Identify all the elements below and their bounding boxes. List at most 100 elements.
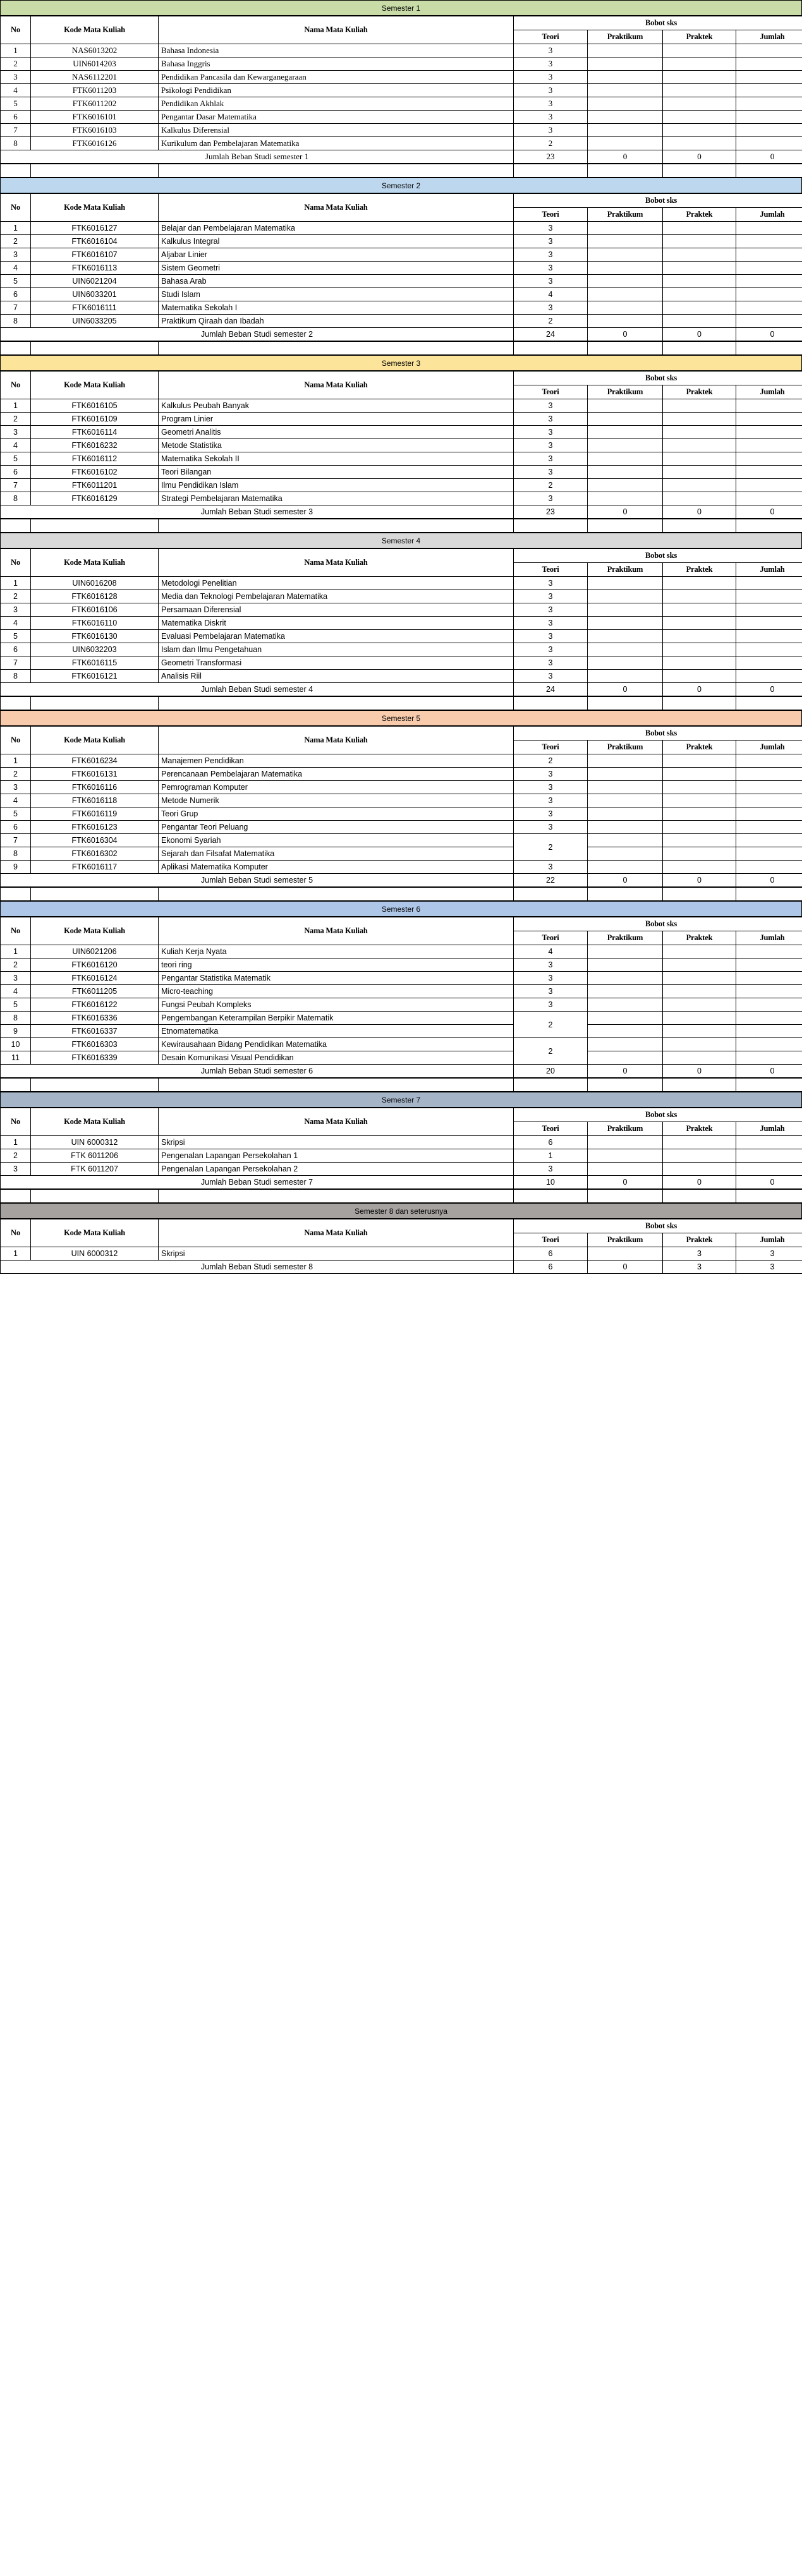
spacer-cell (587, 1078, 663, 1092)
cell-praktikum (587, 97, 663, 111)
cell-teori: 3 (513, 629, 588, 643)
total-jumlah: 0 (735, 1175, 802, 1189)
cell-teori: 3 (513, 57, 588, 71)
table-row: 3 FTK6016124 Pengantar Statistika Matemati… (0, 971, 802, 985)
col-header-kode: Kode Mata Kuliah (30, 1108, 159, 1136)
total-praktikum: 0 (587, 505, 663, 519)
cell-teori: 3 (513, 669, 588, 683)
cell-praktek (662, 833, 736, 847)
table-row: 3 FTK6016106 Persamaan Diferensial 3 (0, 603, 802, 617)
cell-course-code: FTK6016121 (30, 669, 159, 683)
col-header-praktikum: Praktikum (587, 1122, 663, 1136)
table-row: 5 FTK6011202 Pendidikan Akhlak 3 (0, 97, 802, 111)
table-row: 8 FTK6016126 Kurikulum dan Pembelajaran Ma… (0, 136, 802, 150)
cell-no: 1 (0, 754, 31, 768)
cell-praktek (662, 780, 736, 794)
table-row: 2 FTK6016131 Perencanaan Pembelajaran Mate… (0, 767, 802, 781)
table-header-row-top: No Kode Mata Kuliah Nama Mata Kuliah Bobot … (0, 193, 802, 222)
cell-praktek (662, 274, 736, 288)
cell-no: 3 (0, 248, 31, 262)
spacer-cell (662, 519, 736, 533)
table-row: 4 FTK6011205 Micro-teaching 3 (0, 984, 802, 998)
cell-no: 11 (0, 1051, 31, 1065)
cell-no: 1 (0, 1135, 31, 1149)
cell-course-name: Program Linier (158, 412, 514, 426)
table-row: 5 UIN6021204 Bahasa Arab 3 (0, 274, 802, 288)
cell-course-code: FTK6016119 (30, 807, 159, 821)
spacer-cell (158, 887, 514, 901)
cell-praktek (662, 643, 736, 656)
cell-course-name: Perencanaan Pembelajaran Matematika (158, 767, 514, 781)
cell-course-name: Desain Komunikasi Visual Pendidikan (158, 1051, 514, 1065)
table-row: 6 UIN6032203 Islam dan Ilmu Pengetahuan 3 (0, 643, 802, 656)
cell-course-name: Matematika Sekolah II (158, 452, 514, 466)
cell-teori: 3 (513, 780, 588, 794)
col-header-teori: Teori (513, 931, 588, 945)
table-row: 9 FTK6016117 Aplikasi Matematika Komputer 3 (0, 860, 802, 874)
col-header-no: No (0, 548, 31, 577)
col-header-jumlah: Jumlah (735, 740, 802, 754)
cell-course-name: Kalkulus Integral (158, 234, 514, 248)
table-header-row-top: No Kode Mata Kuliah Nama Mata Kuliah Bobot … (0, 1219, 802, 1247)
col-header-praktek: Praktek (662, 740, 736, 754)
col-header-bobot-sks: Bobot sks (513, 1108, 802, 1122)
cell-course-code: FTK6016117 (30, 860, 159, 874)
cell-praktikum (587, 1162, 663, 1176)
cell-course-name: Sistem Geometri (158, 261, 514, 275)
cell-praktikum (587, 643, 663, 656)
cell-course-name: Kurikulum dan Pembelajaran Matematika (158, 136, 514, 150)
cell-course-code: FTK6016114 (30, 425, 159, 439)
cell-course-code: UIN6021204 (30, 274, 159, 288)
cell-jumlah (735, 248, 802, 262)
cell-praktek (662, 478, 736, 492)
cell-jumlah (735, 1135, 802, 1149)
spacer-cell (30, 1189, 159, 1203)
col-header-jumlah: Jumlah (735, 30, 802, 44)
cell-praktek: 3 (662, 1247, 736, 1261)
cell-course-name: Persamaan Diferensial (158, 603, 514, 617)
cell-no: 6 (0, 465, 31, 479)
semester-block: Semester 3 No Kode Mata Kuliah Nama Mata Ku… (0, 355, 802, 519)
table-row: 1 UIN 6000312 Skripsi 6 (0, 1135, 802, 1149)
cell-praktikum (587, 820, 663, 834)
cell-course-code: NAS6112201 (30, 70, 159, 84)
semester-table: No Kode Mata Kuliah Nama Mata Kuliah Bobot … (0, 1108, 802, 1189)
total-teori: 24 (513, 682, 588, 696)
cell-praktek (662, 438, 736, 452)
cell-praktikum (587, 603, 663, 617)
cell-praktek (662, 234, 736, 248)
cell-course-name: Kalkulus Diferensial (158, 123, 514, 137)
table-header-row-sub: Teori Praktikum Praktek Jumlah (1, 207, 802, 222)
spacer-row (0, 341, 802, 355)
cell-course-code: UIN6033201 (30, 287, 159, 301)
cell-praktikum (587, 136, 663, 150)
cell-praktek (662, 412, 736, 426)
cell-praktikum (587, 1051, 663, 1065)
cell-jumlah (735, 629, 802, 643)
cell-course-code: FTK6016107 (30, 248, 159, 262)
cell-jumlah (735, 1011, 802, 1025)
cell-course-code: FTK6016120 (30, 958, 159, 972)
cell-praktek (662, 221, 736, 235)
cell-jumlah (735, 576, 802, 590)
cell-no: 1 (0, 1247, 31, 1261)
cell-course-code: FTK6016128 (30, 590, 159, 603)
cell-praktek (662, 287, 736, 301)
cell-jumlah (735, 669, 802, 683)
cell-course-code: FTK6016337 (30, 1024, 159, 1038)
cell-course-code: FTK6016131 (30, 767, 159, 781)
total-praktikum: 0 (587, 150, 663, 164)
cell-no: 4 (0, 261, 31, 275)
col-header-kode: Kode Mata Kuliah (30, 193, 159, 222)
cell-course-name: Teori Grup (158, 807, 514, 821)
total-jumlah: 0 (735, 682, 802, 696)
cell-praktek (662, 425, 736, 439)
cell-course-code: FTK6016104 (30, 234, 159, 248)
cell-teori: 6 (513, 1135, 588, 1149)
cell-course-name: Ilmu Pendidikan Islam (158, 478, 514, 492)
cell-course-name: Media dan Teknologi Pembelajaran Matemat… (158, 590, 514, 603)
cell-teori: 4 (513, 287, 588, 301)
cell-jumlah (735, 287, 802, 301)
table-row: 6 FTK6016102 Teori Bilangan 3 (0, 465, 802, 479)
